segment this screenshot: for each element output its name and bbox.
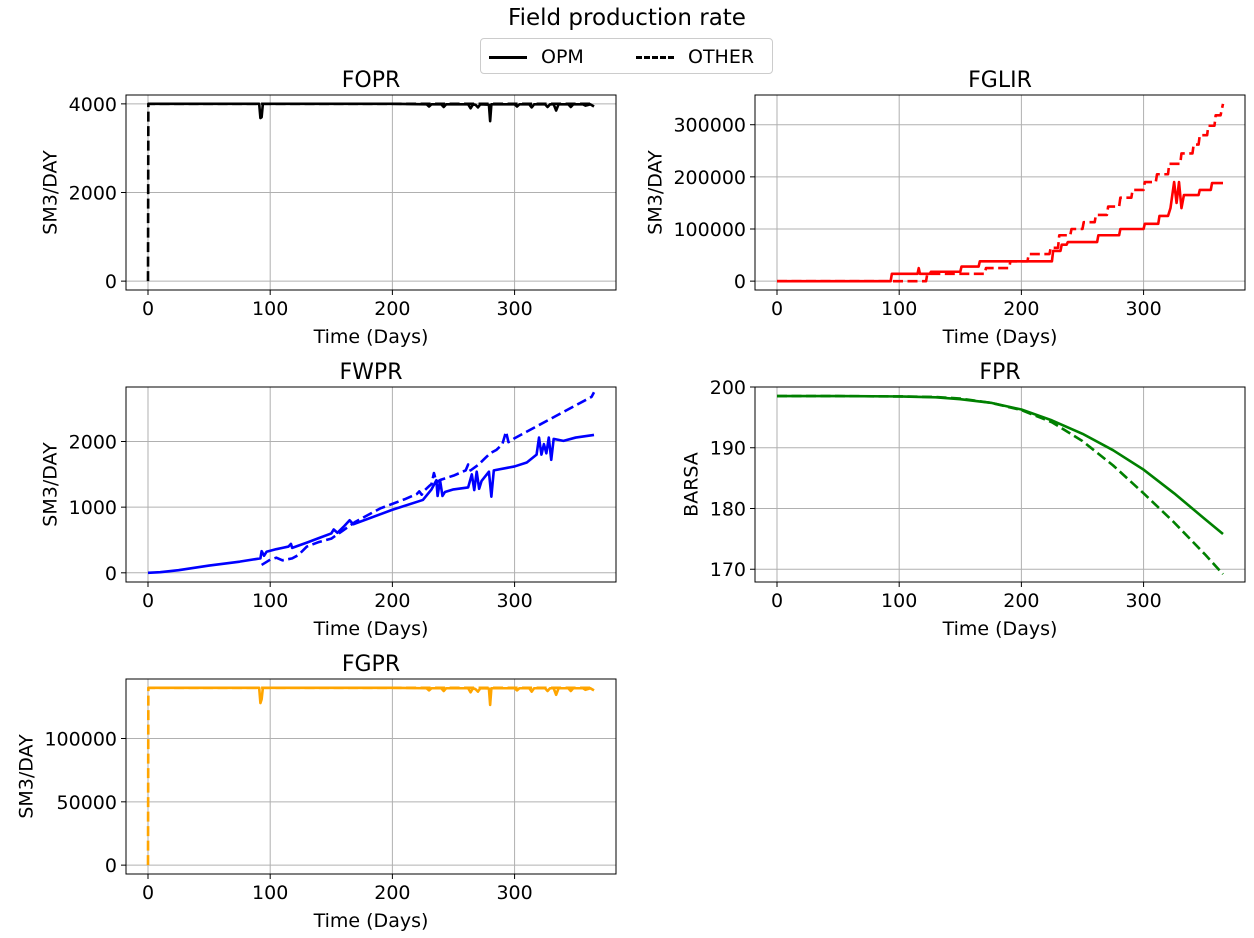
x-tick-label: 200 — [374, 298, 410, 320]
legend-item-opm: OPM — [489, 45, 584, 69]
x-tick-label: 100 — [252, 298, 288, 320]
x-tick-label: 200 — [374, 590, 410, 612]
y-tick-label: 0 — [105, 855, 117, 877]
x-axis-label: Time (Days) — [942, 618, 1058, 640]
y-tick-label: 200000 — [673, 167, 746, 189]
series-line-other — [777, 103, 1225, 283]
y-tick-label: 50000 — [57, 792, 117, 814]
legend-item-other: OTHER — [636, 45, 754, 69]
y-tick-label: 0 — [105, 563, 117, 585]
x-tick-label: 200 — [1003, 298, 1039, 320]
y-tick-label: 200 — [710, 377, 746, 399]
y-axis-label: SM3/DAY — [644, 150, 666, 235]
axes-frame — [125, 94, 617, 291]
axes-frame — [125, 678, 617, 875]
axes-frame — [754, 386, 1246, 583]
x-axis-label: Time (Days) — [313, 618, 429, 640]
series-line-other — [260, 391, 596, 567]
legend-label-other: OTHER — [688, 46, 755, 68]
legend-label-opm: OPM — [541, 46, 584, 68]
y-tick-label: 190 — [710, 438, 746, 460]
subplot-fwpr: 0 100 200 300 0 1000 2000 FWPR Time (Days) SM3/DA… — [40, 360, 617, 640]
y-tick-label: 100000 — [44, 729, 117, 751]
subplot-fgpr: 0 100 200 300 0 50000 100000 FGPR Time (Days) SM3… — [15, 652, 617, 932]
series-line-opm — [148, 102, 595, 123]
x-tick-label: 0 — [142, 590, 154, 612]
series-line-other — [146, 102, 594, 282]
x-tick-label: 100 — [252, 590, 288, 612]
legend-solid-line-swatch — [489, 55, 527, 59]
x-axis-label: Time (Days) — [313, 910, 429, 932]
x-tick-label: 300 — [496, 298, 532, 320]
x-tick-label: 0 — [771, 298, 783, 320]
y-tick-label: 0 — [734, 271, 746, 293]
y-tick-label: 180 — [710, 498, 746, 520]
axes-frame — [754, 94, 1246, 291]
subplot-title: FWPR — [340, 360, 403, 385]
axes-frame — [125, 386, 617, 583]
x-tick-label: 300 — [496, 590, 532, 612]
series-line-opm — [777, 394, 1224, 536]
y-tick-label: 1000 — [69, 497, 117, 519]
subplot-title: FPR — [979, 360, 1020, 385]
y-tick-label: 170 — [710, 559, 746, 581]
y-axis-label: BARSA — [681, 452, 703, 517]
y-axis-label: SM3/DAY — [40, 150, 62, 235]
legend-dashed-line-swatch — [636, 55, 674, 59]
y-axis-label: SM3/DAY — [15, 734, 37, 819]
legend: OPM OTHER — [480, 38, 773, 74]
x-axis-label: Time (Days) — [942, 326, 1058, 348]
subplot-fpr: 0 100 200 300 170 180 190 200 FPR Time (Days) BARS… — [681, 360, 1246, 640]
y-tick-label: 4000 — [69, 94, 117, 116]
x-tick-label: 300 — [496, 882, 532, 904]
figure-title: Field production rate — [508, 5, 746, 31]
series-line-opm — [777, 180, 1223, 283]
x-tick-label: 100 — [252, 882, 288, 904]
subplot-title: FOPR — [342, 68, 401, 93]
x-tick-label: 0 — [142, 882, 154, 904]
x-axis-label: Time (Days) — [313, 326, 429, 348]
subplot-fopr: 0 100 200 300 0 2000 4000 FOPR Time (Days) SM3/DA… — [40, 68, 617, 348]
series-line-opm — [147, 433, 595, 575]
series-line-other — [146, 686, 594, 866]
y-tick-label: 100000 — [673, 219, 746, 241]
series-line-opm — [148, 686, 595, 707]
x-tick-label: 300 — [1125, 590, 1161, 612]
y-tick-label: 300000 — [673, 115, 746, 137]
x-tick-label: 300 — [1125, 298, 1161, 320]
x-tick-label: 100 — [881, 298, 917, 320]
x-tick-label: 100 — [881, 590, 917, 612]
y-tick-label: 0 — [105, 271, 117, 293]
x-tick-label: 0 — [771, 590, 783, 612]
subplot-title: FGPR — [342, 652, 400, 677]
subplot-title: FGLIR — [968, 68, 1032, 93]
x-tick-label: 200 — [1003, 590, 1039, 612]
subplot-fglir: 0 100 200 300 0 100000 200000 300000 FGLIR Time (… — [644, 68, 1246, 348]
x-tick-label: 200 — [374, 882, 410, 904]
series-line-other — [777, 394, 1224, 575]
x-tick-label: 0 — [142, 298, 154, 320]
y-axis-label: SM3/DAY — [40, 442, 62, 527]
y-tick-label: 2000 — [69, 431, 117, 453]
y-tick-label: 2000 — [69, 183, 117, 205]
